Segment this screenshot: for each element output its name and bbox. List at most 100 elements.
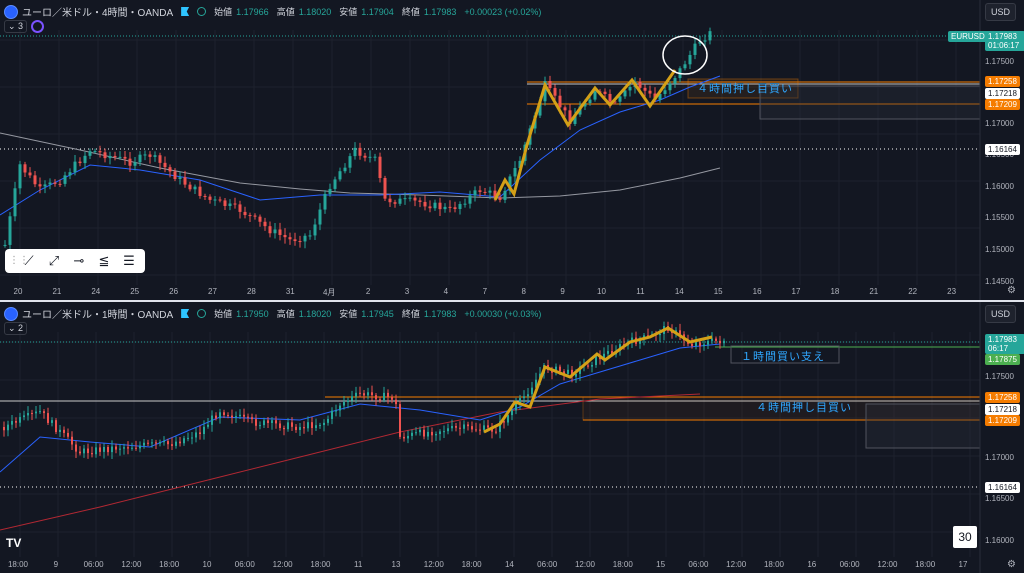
top-candle [413,197,417,201]
flag-icon[interactable] [181,7,190,16]
settings-gear-icon[interactable]: ⚙ [1007,285,1016,296]
top-candle [438,202,442,210]
indicator-collapse-button[interactable]: ⌄ 3 [4,20,28,33]
bottom-annotation-pullback[interactable]: ４時間押し目買い [756,402,852,414]
top-candle [178,177,182,180]
top-candle [518,160,522,169]
top-countdown: 01:06:17 [988,41,1020,50]
bottom-candle [531,387,533,395]
top-candle [503,190,507,200]
bottom-tag-b: 1.17218 [985,404,1020,415]
top-x-tick: 18 [830,287,840,296]
bottom-candle [475,429,477,431]
pane-divider[interactable] [0,300,1024,302]
bottom-candle [83,448,85,454]
ohlc-low-value: 1.17945 [361,308,394,319]
settings-gear-icon[interactable]: ⚙ [1007,559,1016,570]
bottom-candle [3,427,5,431]
bottom-candle [15,421,17,423]
top-candle [293,239,297,242]
bottom-candle [383,392,385,401]
top-candle [623,90,627,97]
top-candle [498,197,502,200]
top-candle [513,168,517,177]
bottom-candle [699,342,701,347]
top-candle [308,235,312,237]
bottom-candle [155,442,157,444]
bottom-candle [163,441,165,443]
bottom-candle [375,395,377,400]
bottom-candle [139,445,141,449]
ohlc-open-value: 1.17950 [236,308,269,319]
bottom-price-tick: 1.17500 [985,372,1014,381]
top-candle [423,201,427,207]
bottom-candle [587,365,589,367]
top-candle [563,107,567,111]
top-candle [218,199,222,201]
bottom-candle [143,442,145,446]
bottom-candle [303,427,305,429]
top-candle [233,203,237,205]
top-candle [13,188,17,217]
ray-icon[interactable]: ⤢ [48,253,60,268]
bottom-candle [215,415,217,419]
bottom-x-tick: 18:00 [612,560,633,569]
bottom-candle [39,411,41,413]
top-chart-canvas[interactable] [0,0,1024,300]
top-candle [188,184,192,190]
bottom-candle [715,338,717,341]
top-candle [658,93,662,100]
bottom-candle [179,441,181,444]
bottom-candle [379,399,381,401]
bottom-candle [487,425,489,428]
toolbar-grip-icon[interactable]: ⋮⋮ [9,255,29,266]
bottom-candle [199,432,201,435]
bottom-symbol-title[interactable]: ユーロ／米ドル・1時間・OANDA [22,310,174,321]
parallel-channel-icon[interactable]: ☰ [123,253,135,268]
ohlc-low-value: 1.17904 [361,6,394,17]
bottom-candle [31,413,33,415]
eurusd-symbol-icon[interactable] [4,306,18,321]
bottom-candle [343,402,345,406]
page-number-badge: 30 [953,526,977,548]
bottom-currency-selector[interactable]: USD [984,305,1016,323]
bottom-candle [275,420,277,424]
bottom-candle [119,448,121,450]
bottom-candle [299,427,301,430]
bottom-annotation-support[interactable]: １時間買い支え [741,351,825,363]
top-symbol-title[interactable]: ユーロ／米ドル・4時間・OANDA [22,8,174,19]
bottom-candle [659,333,661,336]
bottom-candle [219,412,221,419]
bottom-candle [191,437,193,439]
trend-line-icon[interactable]: ⟋ [24,253,34,268]
bottom-candle [443,431,445,433]
bottom-candle [55,420,57,432]
top-chart-pane[interactable]: ユーロ／米ドル・4時間・OANDA 始値 1.17966 高値 1.18020 … [0,0,1024,300]
bottom-candle [695,342,697,346]
eurusd-symbol-icon[interactable] [4,4,18,19]
bottom-chart-pane[interactable]: ユーロ／米ドル・1時間・OANDA 始値 1.17950 高値 1.18020 … [0,302,1024,573]
bottom-candle [59,429,61,432]
bottom-chart-canvas[interactable] [0,302,1024,573]
top-candle [638,81,642,88]
bottom-indicator-toggle[interactable]: ⌄ 2 [4,322,28,335]
top-indicator-toggle[interactable]: ⌄ 3 [4,20,45,33]
ohlc-open-label: 始値 [214,309,233,319]
top-x-tick: 21 [52,287,62,296]
fib-icon[interactable]: ≦ [98,253,110,268]
top-annotation[interactable]: ４時間押し目買い [697,83,793,95]
indicator-collapse-button[interactable]: ⌄ 2 [4,322,28,335]
flag-icon[interactable] [181,309,190,318]
horizontal-ray-icon[interactable]: ⊸ [73,253,85,268]
top-candle [698,41,702,44]
bottom-x-tick: 18:00 [159,560,180,569]
top-candle [313,224,317,236]
top-candle [173,171,177,180]
top-currency-selector[interactable]: USD [984,3,1016,21]
top-candle [338,171,342,180]
top-candle [543,81,547,102]
indicator-icon[interactable] [31,20,45,33]
bottom-x-tick: 06:00 [234,560,255,569]
tradingview-logo[interactable]: TV [6,536,22,550]
bottom-candle [103,446,105,452]
